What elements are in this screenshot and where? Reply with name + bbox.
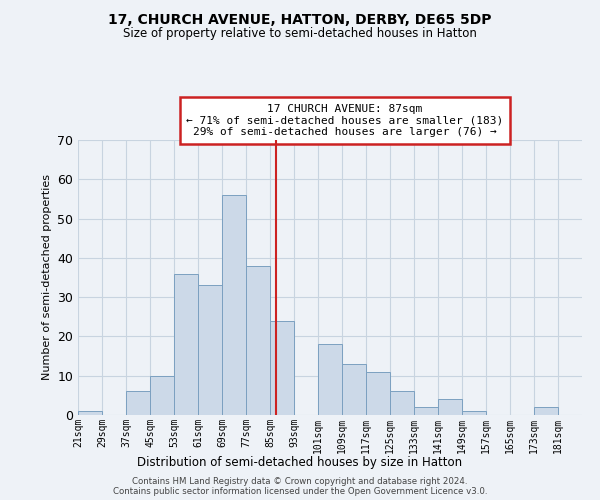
Bar	[270, 320, 294, 415]
Text: Distribution of semi-detached houses by size in Hatton: Distribution of semi-detached houses by …	[137, 456, 463, 469]
Bar	[126, 392, 150, 415]
Bar	[246, 266, 270, 415]
Bar	[414, 407, 438, 415]
Bar	[534, 407, 558, 415]
Y-axis label: Number of semi-detached properties: Number of semi-detached properties	[41, 174, 52, 380]
Text: Contains HM Land Registry data © Crown copyright and database right 2024.
Contai: Contains HM Land Registry data © Crown c…	[113, 476, 487, 496]
Bar	[438, 400, 462, 415]
Text: Size of property relative to semi-detached houses in Hatton: Size of property relative to semi-detach…	[123, 28, 477, 40]
Bar	[174, 274, 198, 415]
Bar	[150, 376, 174, 415]
Bar	[78, 411, 102, 415]
Bar	[342, 364, 366, 415]
Bar	[222, 195, 246, 415]
Bar	[198, 286, 222, 415]
Bar	[462, 411, 486, 415]
Bar	[366, 372, 390, 415]
Bar	[318, 344, 342, 415]
Text: 17, CHURCH AVENUE, HATTON, DERBY, DE65 5DP: 17, CHURCH AVENUE, HATTON, DERBY, DE65 5…	[108, 12, 492, 26]
Bar	[390, 392, 414, 415]
Text: 17 CHURCH AVENUE: 87sqm
← 71% of semi-detached houses are smaller (183)
29% of s: 17 CHURCH AVENUE: 87sqm ← 71% of semi-de…	[187, 104, 504, 137]
